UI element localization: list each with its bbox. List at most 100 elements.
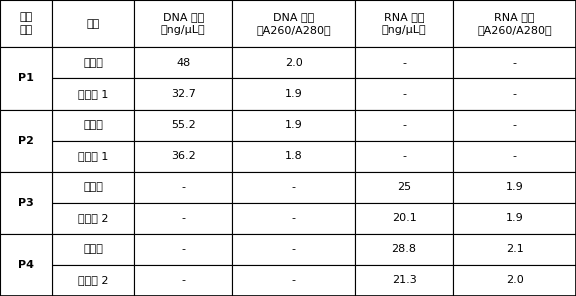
Bar: [52, 234, 134, 265]
Text: -: -: [402, 151, 406, 161]
Text: RNA 纯度
（A260/A280）: RNA 纯度 （A260/A280）: [478, 12, 552, 35]
Bar: [52, 110, 134, 141]
Bar: [355, 141, 453, 172]
Bar: [52, 203, 134, 234]
Bar: [232, 0, 355, 47]
Text: 28.8: 28.8: [392, 244, 416, 254]
Text: P4: P4: [18, 260, 34, 270]
Text: 试验组: 试验组: [84, 58, 103, 68]
Text: RNA 浓度
（ng/μL）: RNA 浓度 （ng/μL）: [382, 12, 426, 35]
Bar: [52, 47, 134, 78]
Text: 试验组: 试验组: [84, 244, 103, 254]
Text: -: -: [402, 89, 406, 99]
Bar: [453, 265, 576, 296]
Bar: [453, 203, 576, 234]
Bar: [232, 47, 355, 78]
Text: 对照组 1: 对照组 1: [78, 89, 108, 99]
Bar: [355, 234, 453, 265]
Text: 样本
编号: 样本 编号: [20, 12, 33, 35]
Bar: [232, 141, 355, 172]
Bar: [232, 172, 355, 203]
Text: DNA 纯度
（A260/A280）: DNA 纯度 （A260/A280）: [256, 12, 331, 35]
Text: P2: P2: [18, 136, 34, 146]
Bar: [134, 172, 232, 203]
Text: -: -: [291, 244, 295, 254]
Bar: [453, 234, 576, 265]
Bar: [52, 141, 134, 172]
Text: 对照组 2: 对照组 2: [78, 213, 108, 223]
Text: -: -: [181, 244, 185, 254]
Bar: [453, 141, 576, 172]
Text: -: -: [181, 182, 185, 192]
Text: 55.2: 55.2: [171, 120, 196, 130]
Bar: [0, 110, 52, 172]
Text: 对照组 2: 对照组 2: [78, 276, 108, 285]
Text: 对照组 1: 对照组 1: [78, 151, 108, 161]
Bar: [134, 141, 232, 172]
Text: 1.8: 1.8: [285, 151, 302, 161]
Text: 2.1: 2.1: [506, 244, 524, 254]
Text: 1.9: 1.9: [285, 120, 302, 130]
Text: 2.0: 2.0: [506, 276, 524, 285]
Bar: [52, 0, 134, 47]
Bar: [134, 110, 232, 141]
Bar: [232, 203, 355, 234]
Bar: [355, 47, 453, 78]
Text: P1: P1: [18, 73, 34, 83]
Text: 试验组: 试验组: [84, 182, 103, 192]
Text: -: -: [513, 120, 517, 130]
Text: 20.1: 20.1: [392, 213, 416, 223]
Bar: [0, 47, 52, 110]
Bar: [232, 234, 355, 265]
Text: 21.3: 21.3: [392, 276, 416, 285]
Text: 32.7: 32.7: [170, 89, 196, 99]
Text: -: -: [181, 276, 185, 285]
Text: 1.9: 1.9: [506, 182, 524, 192]
Text: -: -: [181, 213, 185, 223]
Text: -: -: [513, 89, 517, 99]
Bar: [355, 110, 453, 141]
Text: -: -: [291, 213, 295, 223]
Bar: [355, 265, 453, 296]
Bar: [355, 203, 453, 234]
Bar: [355, 172, 453, 203]
Bar: [453, 0, 576, 47]
Text: -: -: [402, 58, 406, 68]
Text: 1.9: 1.9: [506, 213, 524, 223]
Text: 25: 25: [397, 182, 411, 192]
Text: -: -: [402, 120, 406, 130]
Text: DNA 浓度
（ng/μL）: DNA 浓度 （ng/μL）: [161, 12, 206, 35]
Bar: [453, 47, 576, 78]
Text: -: -: [513, 58, 517, 68]
Text: 48: 48: [176, 58, 190, 68]
Bar: [232, 110, 355, 141]
Text: 试验组: 试验组: [84, 120, 103, 130]
Bar: [134, 265, 232, 296]
Bar: [134, 0, 232, 47]
Bar: [0, 172, 52, 234]
Text: -: -: [291, 182, 295, 192]
Bar: [355, 0, 453, 47]
Text: P3: P3: [18, 198, 34, 208]
Bar: [355, 78, 453, 110]
Bar: [134, 47, 232, 78]
Bar: [134, 234, 232, 265]
Bar: [232, 265, 355, 296]
Bar: [453, 78, 576, 110]
Bar: [453, 110, 576, 141]
Bar: [453, 172, 576, 203]
Text: 1.9: 1.9: [285, 89, 302, 99]
Text: -: -: [513, 151, 517, 161]
Bar: [52, 265, 134, 296]
Bar: [134, 203, 232, 234]
Bar: [134, 78, 232, 110]
Bar: [52, 78, 134, 110]
Bar: [232, 78, 355, 110]
Bar: [52, 172, 134, 203]
Text: -: -: [291, 276, 295, 285]
Text: 2.0: 2.0: [285, 58, 302, 68]
Text: 36.2: 36.2: [171, 151, 196, 161]
Text: 方法: 方法: [86, 19, 100, 29]
Bar: [0, 0, 52, 47]
Bar: [0, 234, 52, 296]
